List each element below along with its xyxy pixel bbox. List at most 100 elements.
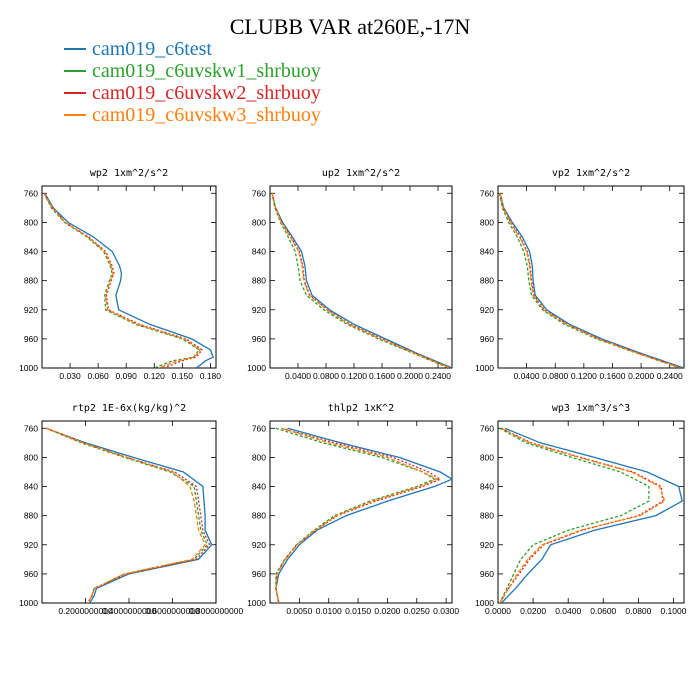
x-tick-label: 0.030 xyxy=(59,371,81,381)
series-line xyxy=(499,193,683,368)
series-line xyxy=(43,192,202,368)
series-line xyxy=(46,427,211,603)
x-tick-label: 0.0600 xyxy=(590,606,616,616)
x-tick-label: 0.0000 xyxy=(485,606,511,616)
series-line xyxy=(498,193,681,368)
y-tick-label: 960 xyxy=(24,569,38,579)
y-tick-label: 800 xyxy=(252,217,266,227)
panel-frame xyxy=(41,420,217,604)
legend: cam019_c6test cam019_c6uvskw1_shrbuoy ca… xyxy=(64,38,321,126)
y-tick-label: 1000 xyxy=(19,598,38,608)
panel-frame xyxy=(497,185,685,369)
y-tick-label: 920 xyxy=(480,540,494,550)
x-tick-label: 0.150 xyxy=(172,371,194,381)
x-tick-label: 0.0800 xyxy=(542,371,568,381)
x-tick-label: 0.060 xyxy=(87,371,109,381)
series-line xyxy=(271,193,452,368)
panel-title: wp2 1xm^2/s^2 xyxy=(90,168,168,179)
x-tick-label: 0.0400 xyxy=(555,606,581,616)
y-tick-label: 920 xyxy=(24,305,38,315)
x-tick-label: 0.1000 xyxy=(660,606,686,616)
series-line xyxy=(46,427,209,603)
panel-frame xyxy=(497,420,685,604)
y-tick-label: 840 xyxy=(24,247,38,257)
y-tick-label: 920 xyxy=(24,540,38,550)
series-group xyxy=(271,193,452,368)
panel-title: vp2 1xm^2/s^2 xyxy=(552,168,630,179)
y-tick-label: 1000 xyxy=(247,598,266,608)
panel-title: wp3 1xm^3/s^3 xyxy=(552,403,630,414)
x-tick-label: 0.0100 xyxy=(316,606,342,616)
series-line xyxy=(499,193,684,368)
y-tick-label: 920 xyxy=(480,305,494,315)
series-line xyxy=(44,192,215,368)
panel-frame xyxy=(269,420,453,604)
legend-item: cam019_c6uvskw1_shrbuoy xyxy=(64,60,321,82)
series-group xyxy=(275,427,452,603)
series-line xyxy=(271,193,451,368)
legend-label: cam019_c6uvskw2_shrbuoy xyxy=(92,82,321,104)
x-tick-label: 0.1600 xyxy=(369,371,395,381)
x-tick-label: 0.2400 xyxy=(425,371,451,381)
series-line xyxy=(43,193,201,368)
x-tick-label: 0.2000 xyxy=(397,371,423,381)
legend-label: cam019_c6uvskw3_shrbuoy xyxy=(92,104,321,126)
series-group xyxy=(46,427,213,603)
chart-panel: thlp2 1xK^2 760 800 840 880 920 960 1000 0.0050 0… xyxy=(247,403,459,616)
chart-panel: vp2 1xm^2/s^2 760 800 840 880 920 960 1000 0.040… xyxy=(475,168,685,381)
x-tick-label: 0.0250 xyxy=(404,606,430,616)
y-tick-label: 960 xyxy=(252,334,266,344)
y-tick-label: 840 xyxy=(480,247,494,257)
legend-line-swatch xyxy=(64,92,86,94)
x-tick-label: 0.0050 xyxy=(286,606,312,616)
y-tick-label: 880 xyxy=(480,276,494,286)
series-line xyxy=(275,427,436,603)
chart-panel: wp2 1xm^2/s^2 760 800 840 880 920 960 1000 0.030… xyxy=(19,168,221,381)
legend-label: cam019_c6uvskw1_shrbuoy xyxy=(92,60,321,82)
series-line xyxy=(271,193,451,368)
x-tick-label: 0.0800 xyxy=(625,606,651,616)
x-tick-label: 0.4000000000 xyxy=(102,606,157,616)
series-line xyxy=(499,427,650,603)
panel-title: thlp2 1xK^2 xyxy=(328,403,394,414)
series-line xyxy=(501,427,683,603)
y-tick-label: 800 xyxy=(24,217,38,227)
legend-label: cam019_c6test xyxy=(92,38,212,60)
y-tick-label: 1000 xyxy=(19,363,38,373)
x-tick-label: 0.8000000000 xyxy=(189,606,244,616)
y-tick-label: 760 xyxy=(252,423,266,433)
y-tick-label: 880 xyxy=(24,276,38,286)
y-tick-label: 1000 xyxy=(475,363,494,373)
series-line xyxy=(275,427,452,603)
y-tick-label: 760 xyxy=(480,423,494,433)
y-tick-label: 760 xyxy=(24,423,38,433)
y-tick-label: 920 xyxy=(252,305,266,315)
y-tick-label: 960 xyxy=(480,334,494,344)
legend-line-swatch xyxy=(64,70,86,72)
x-tick-label: 0.180 xyxy=(200,371,222,381)
y-tick-label: 840 xyxy=(252,482,266,492)
chart-panel: wp3 1xm^3/s^3 760 800 840 880 920 960 10000.000… xyxy=(475,403,687,616)
y-tick-label: 840 xyxy=(252,247,266,257)
y-tick-label: 960 xyxy=(480,569,494,579)
y-tick-label: 880 xyxy=(252,511,266,521)
figure-title: CLUBB VAR at260E,-17N xyxy=(229,14,471,39)
x-tick-label: 0.0400 xyxy=(514,371,540,381)
x-tick-label: 0.2000 xyxy=(628,371,654,381)
y-tick-label: 800 xyxy=(480,452,494,462)
y-tick-label: 800 xyxy=(480,217,494,227)
series-line xyxy=(275,427,442,603)
y-tick-label: 880 xyxy=(480,511,494,521)
legend-item: cam019_c6uvskw2_shrbuoy xyxy=(64,82,321,104)
series-line xyxy=(46,427,206,603)
y-tick-label: 840 xyxy=(480,482,494,492)
y-tick-label: 960 xyxy=(252,569,266,579)
y-tick-label: 840 xyxy=(24,482,38,492)
legend-line-swatch xyxy=(64,114,86,116)
legend-item: cam019_c6test xyxy=(64,38,321,60)
x-tick-label: 0.0300 xyxy=(433,606,459,616)
series-line xyxy=(499,193,682,368)
legend-line-swatch xyxy=(64,48,86,50)
y-tick-label: 800 xyxy=(24,452,38,462)
y-tick-label: 1000 xyxy=(247,363,266,373)
